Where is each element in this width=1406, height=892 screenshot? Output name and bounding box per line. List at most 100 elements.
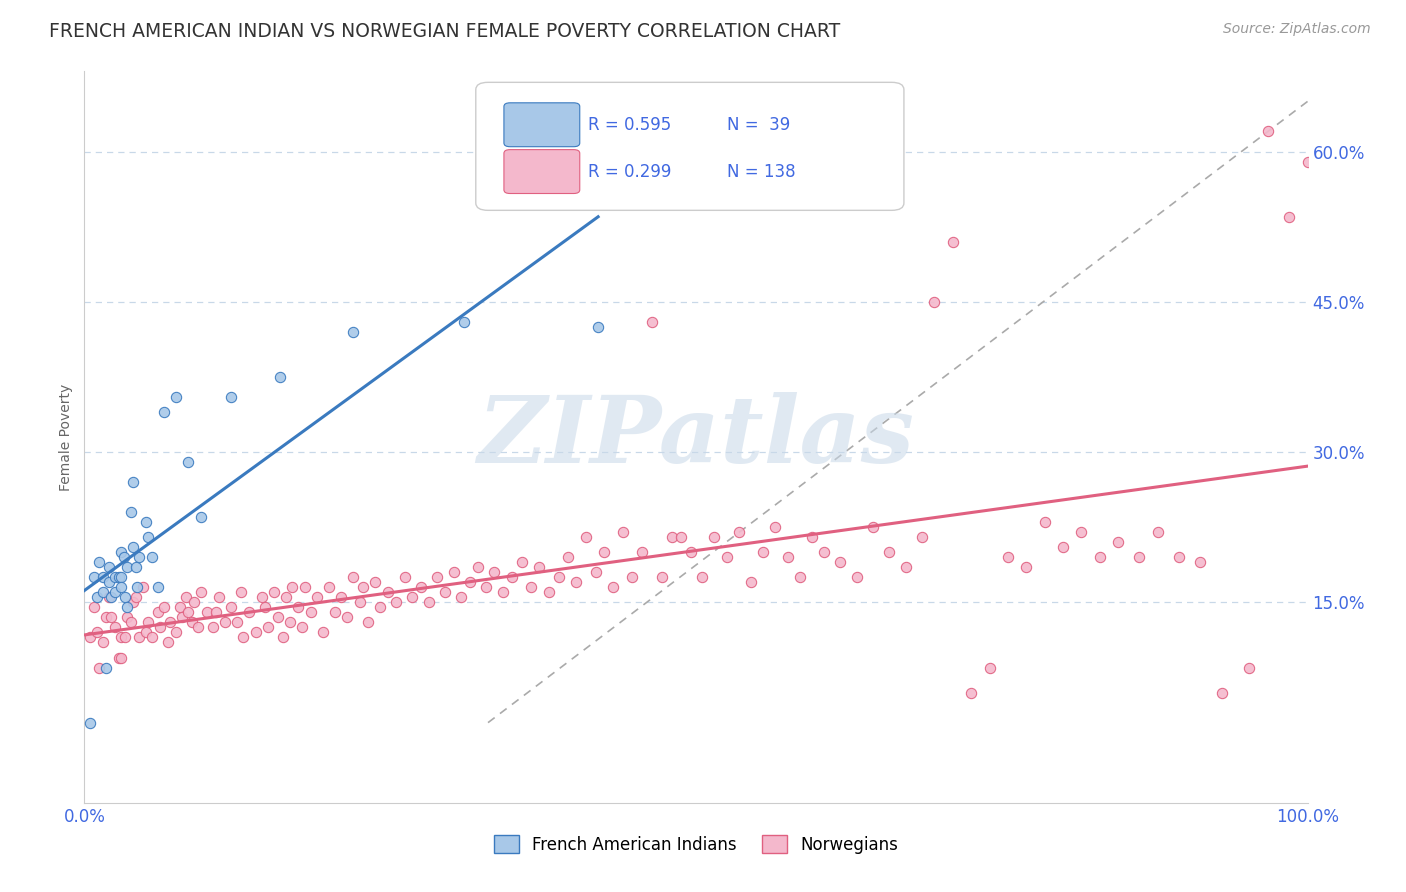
Point bbox=[349, 595, 371, 609]
Point bbox=[862, 520, 884, 534]
Point bbox=[91, 585, 114, 599]
Point bbox=[510, 555, 533, 569]
Point bbox=[370, 600, 392, 615]
Point bbox=[195, 606, 218, 620]
Point bbox=[174, 591, 197, 605]
Point bbox=[299, 606, 322, 620]
FancyBboxPatch shape bbox=[475, 82, 904, 211]
Point bbox=[651, 570, 673, 584]
Point bbox=[612, 525, 634, 540]
Point bbox=[586, 319, 609, 334]
Point bbox=[110, 570, 132, 584]
Point bbox=[181, 615, 204, 630]
Point bbox=[703, 530, 725, 544]
Point bbox=[266, 610, 288, 624]
Point bbox=[165, 390, 187, 404]
Point bbox=[585, 566, 607, 580]
Point bbox=[219, 600, 242, 615]
Point bbox=[727, 525, 749, 540]
Point bbox=[631, 545, 654, 559]
Point bbox=[208, 591, 231, 605]
Point bbox=[752, 545, 775, 559]
Point bbox=[1296, 154, 1319, 169]
Point bbox=[641, 315, 664, 329]
Legend: French American Indians, Norwegians: French American Indians, Norwegians bbox=[488, 829, 904, 860]
Point bbox=[492, 585, 515, 599]
FancyBboxPatch shape bbox=[503, 150, 579, 194]
Point bbox=[458, 575, 481, 590]
Point bbox=[110, 580, 132, 594]
Point bbox=[141, 631, 163, 645]
Point bbox=[122, 595, 145, 609]
Point bbox=[122, 475, 145, 490]
Point bbox=[135, 625, 157, 640]
Point bbox=[79, 715, 101, 730]
Point bbox=[165, 625, 187, 640]
Point bbox=[671, 530, 693, 544]
Point bbox=[1070, 525, 1092, 540]
Point bbox=[79, 631, 101, 645]
Point bbox=[128, 631, 150, 645]
Text: R = 0.595: R = 0.595 bbox=[588, 116, 672, 134]
Point bbox=[342, 570, 364, 584]
Point bbox=[548, 570, 571, 584]
Point bbox=[1088, 550, 1111, 565]
Point bbox=[107, 650, 129, 665]
Point bbox=[205, 606, 228, 620]
Text: R = 0.299: R = 0.299 bbox=[588, 162, 672, 180]
Point bbox=[190, 585, 212, 599]
Point bbox=[83, 600, 105, 615]
Point bbox=[83, 570, 105, 584]
Point bbox=[104, 585, 127, 599]
Point bbox=[125, 580, 148, 594]
Point bbox=[846, 570, 869, 584]
Point bbox=[257, 620, 280, 634]
Point bbox=[86, 625, 108, 640]
Point bbox=[1015, 560, 1038, 574]
Point bbox=[229, 585, 252, 599]
Point bbox=[250, 591, 273, 605]
Point bbox=[318, 580, 340, 594]
Point bbox=[330, 591, 353, 605]
Point bbox=[177, 455, 200, 469]
Point bbox=[214, 615, 236, 630]
Point bbox=[135, 515, 157, 529]
Point bbox=[128, 550, 150, 565]
Point bbox=[226, 615, 249, 630]
Point bbox=[661, 530, 683, 544]
Point bbox=[979, 660, 1001, 674]
Point bbox=[97, 591, 120, 605]
Point bbox=[114, 631, 136, 645]
Point bbox=[776, 550, 799, 565]
Text: FRENCH AMERICAN INDIAN VS NORWEGIAN FEMALE POVERTY CORRELATION CHART: FRENCH AMERICAN INDIAN VS NORWEGIAN FEMA… bbox=[49, 22, 841, 41]
Point bbox=[110, 631, 132, 645]
Point bbox=[177, 606, 200, 620]
Point bbox=[1147, 525, 1170, 540]
Point bbox=[602, 580, 624, 594]
Point bbox=[125, 560, 148, 574]
Point bbox=[593, 545, 616, 559]
Point bbox=[942, 235, 965, 249]
Point bbox=[960, 685, 983, 699]
Point bbox=[529, 560, 551, 574]
Point bbox=[187, 620, 209, 634]
Point bbox=[232, 631, 254, 645]
Point bbox=[467, 560, 489, 574]
Point bbox=[172, 610, 194, 624]
Point bbox=[997, 550, 1019, 565]
Point bbox=[1188, 555, 1211, 569]
Text: ZIPatlas: ZIPatlas bbox=[478, 392, 914, 482]
Point bbox=[149, 620, 172, 634]
Point bbox=[87, 555, 110, 569]
Point bbox=[443, 566, 465, 580]
Point bbox=[104, 620, 127, 634]
Point bbox=[159, 615, 181, 630]
Point bbox=[385, 595, 408, 609]
Point bbox=[136, 530, 159, 544]
Point bbox=[830, 555, 852, 569]
Point bbox=[86, 591, 108, 605]
Point bbox=[115, 610, 138, 624]
Point bbox=[716, 550, 738, 565]
Point bbox=[409, 580, 432, 594]
Point bbox=[377, 585, 399, 599]
